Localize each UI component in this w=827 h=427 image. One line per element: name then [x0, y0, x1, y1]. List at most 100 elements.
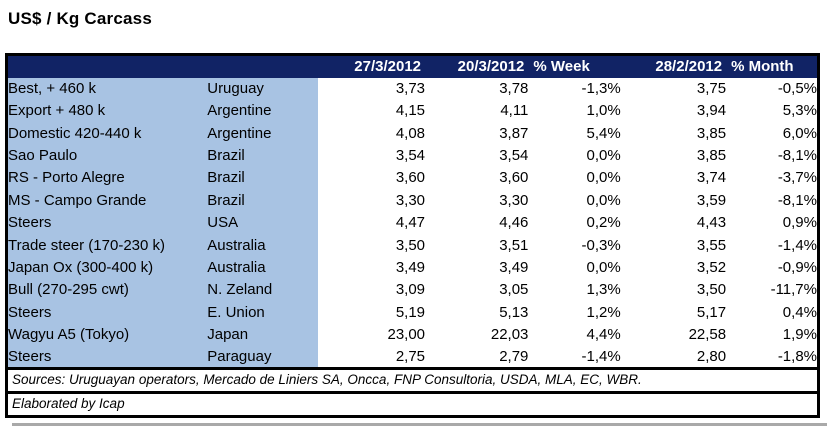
price-prev-month-cell: 5,17: [696, 303, 727, 321]
price-prev-month-cell: 3,50: [696, 281, 727, 299]
price-current-cell: 3,30: [395, 191, 426, 209]
pct-week-cell: 0,0%: [586, 146, 621, 164]
price-prev-week-cell: 3,49: [499, 258, 529, 276]
price-prev-week-cell: 3,51: [499, 236, 529, 254]
country-cell: Brazil: [207, 189, 318, 212]
country-cell: Argentine: [207, 99, 318, 123]
pct-month-cell: -3,7%: [777, 169, 817, 187]
price-prev-week-cell: 3,30: [499, 191, 529, 209]
price-table-container: 27/3/2012 20/3/2012 % Week 28/2/2012 % M…: [5, 53, 820, 419]
price-current-cell: 3,60: [395, 169, 426, 187]
price-current-cell: 3,50: [395, 236, 426, 254]
price-prev-week-cell: 3,60: [499, 169, 529, 187]
price-prev-week-cell: 4,11: [500, 102, 529, 120]
pct-month-cell: 0,4%: [782, 303, 817, 321]
table-row: MS - Campo Grande Brazil 3,30 3,30 0,0% …: [6, 189, 819, 212]
header-pct-month: % Month: [726, 54, 819, 78]
price-current-cell: 4,47: [395, 214, 426, 232]
table-row: Trade steer (170-230 k) Australia 3,50 3…: [6, 234, 819, 257]
pct-month-cell: -1,8%: [777, 347, 817, 365]
country-cell: Australia: [207, 256, 318, 280]
price-prev-week-cell: 22,03: [490, 326, 529, 344]
pct-week-cell: 0,2%: [586, 214, 621, 232]
sources-note: Sources: Uruguayan operators, Mercado de…: [5, 370, 820, 395]
header-date-prev-month: 28/2/2012: [620, 54, 727, 78]
pct-month-cell: -8,1%: [777, 146, 817, 164]
price-current-cell: 3,54: [395, 146, 426, 164]
country-cell: E. Union: [207, 301, 318, 324]
country-cell: Argentine: [207, 122, 318, 145]
country-cell: Paraguay: [207, 346, 318, 369]
header-pct-week: % Week: [528, 54, 621, 78]
table-drop-shadow: [12, 423, 827, 426]
price-prev-week-cell: 5,13: [499, 303, 529, 321]
table-row: Steers USA 4,47 4,46 0,2% 4,43 0,9%: [6, 211, 819, 235]
pct-week-cell: 1,2%: [586, 303, 621, 321]
country-cell: Uruguay: [207, 77, 318, 100]
item-cell: Trade steer (170-230 k): [6, 234, 208, 257]
price-current-cell: 4,15: [395, 102, 426, 120]
pct-week-cell: 0,0%: [586, 191, 621, 209]
table-row: RS - Porto Alegre Brazil 3,60 3,60 0,0% …: [6, 167, 819, 190]
table-row: Bull (270-295 cwt) N. Zeland 3,09 3,05 1…: [6, 279, 819, 302]
pct-month-cell: -11,7%: [770, 281, 817, 299]
item-cell: Steers: [6, 346, 208, 369]
price-current-cell: 2,75: [395, 347, 426, 365]
price-prev-week-cell: 3,87: [499, 124, 529, 142]
price-prev-month-cell: 3,52: [696, 258, 727, 276]
pct-week-cell: 1,0%: [586, 102, 621, 120]
item-cell: Best, + 460 k: [6, 77, 208, 100]
price-prev-month-cell: 2,80: [696, 347, 727, 365]
item-cell: Domestic 420-440 k: [6, 122, 208, 145]
price-current-cell: 3,09: [395, 281, 426, 299]
table-row: Wagyu A5 (Tokyo) Japan 23,00 22,03 4,4% …: [6, 323, 819, 347]
price-current-cell: 3,73: [395, 79, 426, 97]
header-date-prev-week: 20/3/2012: [425, 54, 529, 78]
country-cell: Brazil: [207, 167, 318, 190]
pct-week-cell: 0,0%: [586, 169, 621, 187]
item-cell: MS - Campo Grande: [6, 189, 208, 212]
table-row: Best, + 460 k Uruguay 3,73 3,78 -1,3% 3,…: [6, 77, 819, 100]
pct-month-cell: 5,3%: [782, 102, 817, 120]
price-current-cell: 4,08: [395, 124, 426, 142]
pct-month-cell: -8,1%: [777, 191, 817, 209]
price-prev-month-cell: 3,85: [696, 124, 727, 142]
price-prev-month-cell: 3,59: [696, 191, 727, 209]
price-prev-month-cell: 3,75: [696, 79, 727, 97]
table-header-row: 27/3/2012 20/3/2012 % Week 28/2/2012 % M…: [6, 54, 819, 78]
country-cell: Brazil: [207, 144, 318, 168]
price-prev-week-cell: 4,46: [499, 214, 529, 232]
price-prev-week-cell: 3,54: [499, 146, 529, 164]
price-prev-month-cell: 3,55: [696, 236, 727, 254]
pct-week-cell: -1,4%: [581, 347, 621, 365]
item-cell: Steers: [6, 301, 208, 324]
price-prev-month-cell: 3,94: [696, 102, 727, 120]
pct-week-cell: -1,3%: [581, 79, 621, 97]
country-cell: Japan: [207, 323, 318, 347]
price-current-cell: 3,49: [395, 258, 426, 276]
price-prev-week-cell: 2,79: [499, 347, 529, 365]
pct-week-cell: -0,3%: [581, 236, 621, 254]
pct-month-cell: -0,5%: [777, 79, 817, 97]
price-prev-month-cell: 3,85: [696, 146, 727, 164]
price-prev-month-cell: 22,58: [688, 326, 727, 344]
item-cell: RS - Porto Alegre: [6, 167, 208, 190]
price-current-cell: 23,00: [387, 326, 426, 344]
pct-month-cell: 0,9%: [782, 214, 817, 232]
price-prev-month-cell: 3,74: [696, 169, 727, 187]
table-row: Export + 480 k Argentine 4,15 4,11 1,0% …: [6, 99, 819, 123]
item-cell: Steers: [6, 211, 208, 235]
pct-month-cell: -1,4%: [777, 236, 817, 254]
price-prev-week-cell: 3,05: [499, 281, 529, 299]
elaborated-note: Elaborated by Icap: [5, 394, 820, 419]
table-row: Steers E. Union 5,19 5,13 1,2% 5,17 0,4%: [6, 301, 819, 324]
table-row: Steers Paraguay 2,75 2,79 -1,4% 2,80 -1,…: [6, 346, 819, 369]
country-cell: N. Zeland: [207, 279, 318, 302]
table-row: Japan Ox (300-400 k) Australia 3,49 3,49…: [6, 256, 819, 280]
pct-week-cell: 0,0%: [586, 258, 621, 276]
item-cell: Bull (270-295 cwt): [6, 279, 208, 302]
country-cell: Australia: [207, 234, 318, 257]
item-cell: Sao Paulo: [6, 144, 208, 168]
price-prev-month-cell: 4,43: [696, 214, 727, 232]
